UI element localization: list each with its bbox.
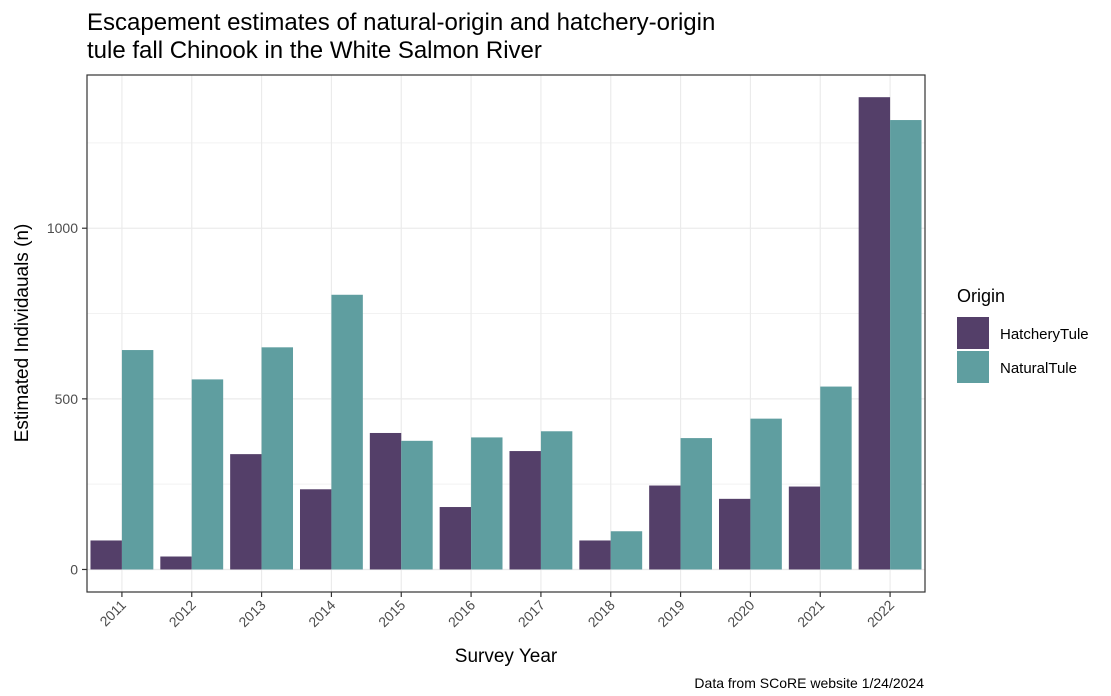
bar-hatcherytule-2016 <box>439 507 472 570</box>
x-tick-label: 2020 <box>724 597 757 630</box>
x-axis-title: Survey Year <box>455 646 558 667</box>
x-tick-label: 2017 <box>515 597 548 630</box>
x-tick-label: 2014 <box>305 597 338 630</box>
chart-caption: Data from SCoRE website 1/24/2024 <box>694 675 924 691</box>
x-tick-label: 2016 <box>445 597 478 630</box>
x-tick-label: 2019 <box>654 597 687 630</box>
y-tick-label: 1000 <box>47 220 78 236</box>
bar-hatcherytule-2015 <box>369 432 402 570</box>
bar-naturaltule-2015 <box>401 440 433 570</box>
legend-swatch-hatcherytule <box>957 317 989 349</box>
legend: Origin HatcheryTule NaturalTule <box>957 286 1089 383</box>
legend-swatch-naturaltule <box>957 351 989 383</box>
plot-background <box>87 75 925 592</box>
y-tick-label: 500 <box>55 391 79 407</box>
bar-hatcherytule-2021 <box>788 486 821 570</box>
chart-title-line-1: Escapement estimates of natural-origin a… <box>87 9 715 36</box>
bar-hatcherytule-2019 <box>649 485 681 570</box>
bar-hatcherytule-2013 <box>230 454 262 570</box>
bar-hatcherytule-2014 <box>299 489 332 570</box>
chart-title-line-2: tule fall Chinook in the White Salmon Ri… <box>87 37 542 64</box>
x-tick-label: 2015 <box>375 597 408 630</box>
y-axis-title: Estimated Individauals (n) <box>12 224 33 443</box>
x-tick-label: 2012 <box>166 597 199 630</box>
x-tick-label: 2022 <box>864 597 897 630</box>
bars <box>90 97 922 570</box>
bar-hatcherytule-2018 <box>579 540 611 570</box>
y-axis-ticks: 0 500 1000 <box>47 220 87 577</box>
bar-naturaltule-2011 <box>121 350 154 570</box>
bar-naturaltule-2014 <box>331 294 363 570</box>
bar-hatcherytule-2020 <box>718 498 751 570</box>
bar-hatcherytule-2011 <box>90 540 122 570</box>
bar-hatcherytule-2017 <box>509 451 541 570</box>
x-tick-label: 2013 <box>235 597 268 630</box>
bar-hatcherytule-2022 <box>858 97 891 570</box>
bar-naturaltule-2017 <box>540 431 573 570</box>
bar-naturaltule-2013 <box>261 347 294 570</box>
legend-label: NaturalTule <box>1000 360 1077 377</box>
x-tick-label: 2011 <box>96 597 129 630</box>
y-tick-label: 0 <box>70 561 78 577</box>
bar-naturaltule-2012 <box>191 379 224 570</box>
bar-naturaltule-2018 <box>610 531 643 570</box>
bar-naturaltule-2016 <box>471 437 503 570</box>
bar-naturaltule-2022 <box>890 120 922 570</box>
bar-naturaltule-2020 <box>750 418 782 570</box>
legend-items: HatcheryTule NaturalTule <box>957 317 1089 383</box>
legend-label: HatcheryTule <box>1000 326 1089 343</box>
x-axis-ticks: 2011 2012 2013 2014 2015 2016 2017 2018 2019 2020… <box>96 592 897 630</box>
bar-naturaltule-2019 <box>680 438 713 570</box>
bar-naturaltule-2021 <box>820 386 852 570</box>
legend-title: Origin <box>957 286 1005 306</box>
bar-hatcherytule-2012 <box>160 556 192 570</box>
plot-border <box>86 74 926 593</box>
x-tick-label: 2018 <box>585 597 618 630</box>
x-tick-label: 2021 <box>794 597 827 630</box>
